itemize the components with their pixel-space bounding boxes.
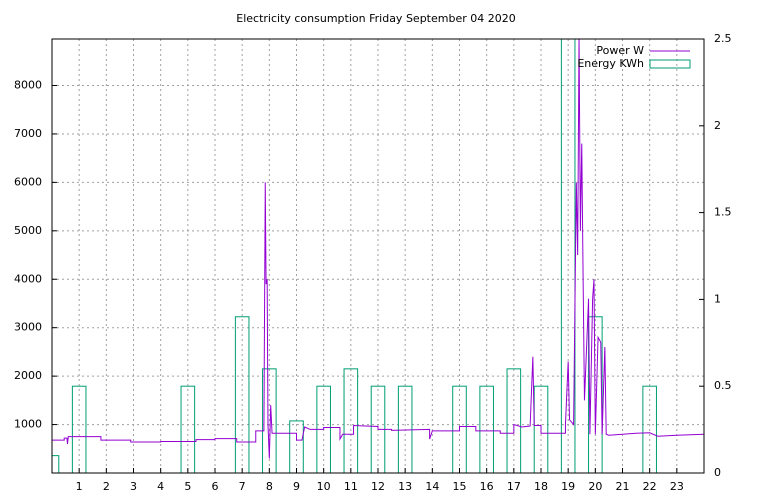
energy-box [71,385,87,473]
power-line [52,39,704,459]
x-tick-label: 23 [670,480,684,493]
x-tick-label: 6 [212,480,219,493]
energy-box [479,385,494,473]
energy-box [234,316,250,473]
x-tick-label: 13 [398,480,412,493]
y-tick-label: 1000 [14,418,42,431]
x-tick-label: 16 [480,480,494,493]
y2-tick-label: 2.5 [714,32,732,45]
energy-box [262,368,277,473]
y-tick-label: 3000 [14,321,42,334]
y2-tick-label: 1 [714,292,721,305]
y2-tick-label: 2 [714,119,721,132]
x-tick-label: 11 [344,480,358,493]
plot-area [52,39,704,473]
y-tick-label: 5000 [14,224,42,237]
x-tick-label: 14 [425,480,439,493]
legend-label: Energy KWh [577,57,644,70]
x-tick-label: 1 [76,480,83,493]
x-tick-label: 2 [103,480,110,493]
x-tick-label: 17 [507,480,521,493]
chart-title: Electricity consumption Friday September… [236,12,515,25]
energy-box [588,316,603,473]
x-tick-label: 9 [293,480,300,493]
energy-box [343,368,359,473]
y-tick-label: 2000 [14,369,42,382]
x-tick-label: 15 [453,480,467,493]
y-tick-label: 7000 [14,127,42,140]
energy-box [52,455,60,473]
axes: 1 2 3 4 5 6 7 8 9 10 11 12 13 14 15 16 17 18 19 20 21 22 23100… [14,32,732,493]
y-tick-label: 8000 [14,79,42,92]
x-tick-label: 8 [266,480,273,493]
x-tick-label: 5 [184,480,191,493]
energy-box [452,385,467,473]
y-tick-label: 6000 [14,175,42,188]
legend-swatch [649,59,691,69]
y-tick-label: 4000 [14,272,42,285]
y2-tick-label: 1.5 [714,206,732,219]
y2-tick-label: 0 [714,466,721,479]
energy-box [533,385,549,473]
x-tick-label: 20 [588,480,602,493]
grid [52,39,704,473]
x-tick-label: 22 [643,480,657,493]
energy-box [642,385,657,473]
x-tick-label: 21 [616,480,630,493]
energy-box [180,385,196,473]
x-tick-label: 4 [157,480,164,493]
x-tick-label: 10 [317,480,331,493]
energy-box [289,420,304,473]
x-tick-label: 3 [130,480,137,493]
x-tick-label: 7 [239,480,246,493]
x-tick-label: 18 [534,480,548,493]
legend-label: Power W [596,44,644,57]
x-tick-label: 19 [561,480,575,493]
x-tick-label: 12 [371,480,385,493]
energy-box [506,368,522,473]
y2-tick-label: 0.5 [714,379,732,392]
